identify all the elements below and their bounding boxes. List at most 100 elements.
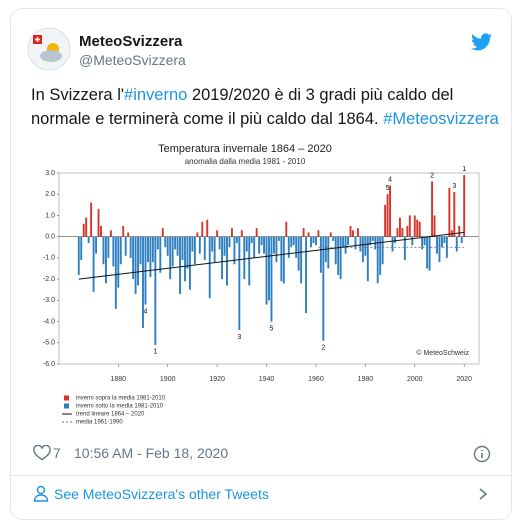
x-tick-label: 1900 [160,376,176,383]
bar [317,230,320,237]
bar [174,236,177,250]
bar [248,236,251,286]
bar [208,236,211,299]
x-tick-label: 2000 [407,376,423,383]
avatar[interactable] [27,27,71,71]
bar [337,236,340,275]
bar [332,236,335,241]
bar [117,236,120,288]
chart: Temperatura invernale 1864 – 2020 anomal… [31,136,493,431]
rank-label: 2 [321,344,325,351]
chevron[interactable] [477,487,489,501]
bar [314,236,317,246]
like-count: 7 [53,445,61,461]
bar [171,236,174,267]
bar [369,236,372,246]
bar [408,215,411,237]
y-tick-label: -3.0 [43,297,55,304]
bar [132,236,135,280]
bar [423,236,426,246]
chart-bg [31,136,493,431]
bar [122,226,125,237]
rank-label: 4 [144,308,148,315]
bar [443,236,446,244]
bar [310,236,312,248]
credit: © MeteoSchweiz [416,349,469,357]
bar [421,236,424,250]
plot-frame [58,172,480,365]
chart-title: Temperatura invernale 1864 – 2020 [158,143,332,155]
author-name[interactable]: MeteoSvizzera [79,33,183,50]
bar [196,232,199,237]
bar [364,236,367,256]
bar [329,232,332,237]
bar [282,236,285,284]
bar [391,236,394,252]
bar [381,236,384,265]
bar [431,181,434,237]
bar [90,202,93,237]
bar [413,215,416,237]
bar [359,236,362,252]
bar [80,236,83,261]
bar [295,236,298,258]
bar [339,236,342,280]
bar [403,236,406,261]
like-icon[interactable] [33,445,51,461]
bar [440,236,443,248]
bar [228,236,231,248]
bar [460,236,463,244]
bar [411,236,414,246]
bar [312,236,315,244]
timestamp[interactable]: 10:56 AM - Feb 18, 2020 [74,445,229,461]
x-tick-label: 1980 [358,376,374,383]
bar [213,236,216,263]
y-tick-label: -5.0 [43,340,55,347]
y-tick-label: 2.0 [45,191,55,198]
bar [258,236,261,254]
bar [342,236,345,248]
bar [201,221,204,237]
bar [164,236,167,248]
bar [186,236,189,269]
bar [287,236,290,258]
bar [156,236,159,250]
bar [109,230,112,237]
y-tick-label: 3.0 [45,170,55,177]
bar [97,209,100,237]
bar [354,236,357,250]
bar [77,236,80,275]
bar [216,230,219,237]
info-icon[interactable] [473,445,491,463]
bar [386,194,389,237]
bar [151,236,154,263]
hashtag[interactable]: #Meteosvizzera [383,110,499,128]
x-tick-label: 1960 [308,376,324,383]
bar [119,236,122,265]
bar [206,219,209,237]
bar [169,236,172,280]
trend-line [78,231,465,280]
bar [379,236,382,275]
bar [100,226,102,237]
profile-icon[interactable] [33,485,49,503]
legend-label: media 1961-1990 [76,420,123,426]
bar [127,232,130,237]
hashtag[interactable]: #inverno [124,86,188,104]
bar [344,236,347,254]
bar [361,236,364,263]
tweet-card: MeteoSvizzera @MeteoSvizzera In Svizzera… [10,8,512,520]
x-tick-label: 1880 [111,376,127,383]
footer-link[interactable]: See MeteoSvizzera's other Tweets [54,486,269,502]
legend-swatch [64,395,69,401]
bar [322,236,325,341]
bar [166,236,169,256]
bar [87,236,90,244]
bar [436,236,438,254]
bar [129,236,132,258]
twitter-logo[interactable] [471,33,493,51]
bar [448,187,451,237]
author-handle[interactable]: @MeteoSvizzera [79,52,186,68]
bar [179,236,182,294]
